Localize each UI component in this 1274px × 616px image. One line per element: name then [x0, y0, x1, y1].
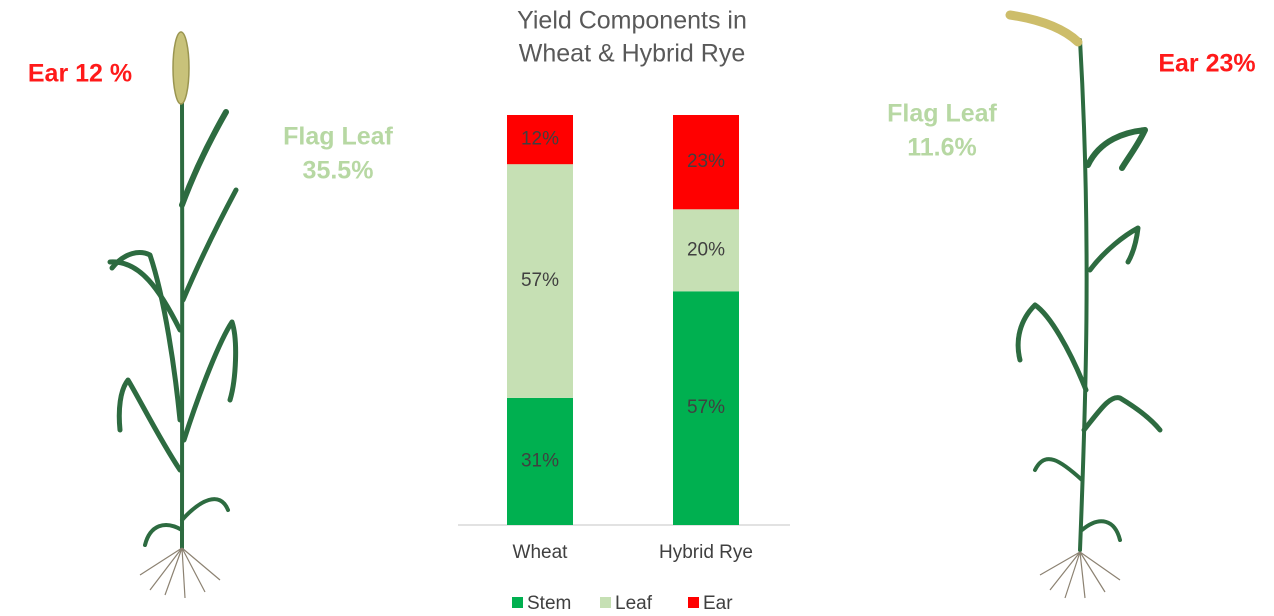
annotation: Flag Leaf	[887, 100, 997, 128]
annotation: Flag Leaf	[283, 123, 393, 151]
legend-label: Ear	[703, 593, 733, 614]
chart-title: Wheat & Hybrid Rye	[519, 40, 745, 68]
rye-plant-illustration	[1005, 10, 1163, 599]
data-label: 12%	[521, 129, 559, 150]
bar-segment	[507, 115, 573, 165]
annotation: 11.6%	[907, 134, 977, 162]
bar-segment	[507, 397, 573, 525]
bar-segment	[673, 115, 739, 210]
legend-label: Stem	[527, 593, 571, 614]
legend-swatch	[688, 597, 699, 608]
wheat-plant-illustration	[107, 31, 239, 599]
bar-segment	[673, 291, 739, 525]
x-tick-label: Hybrid Rye	[659, 542, 753, 563]
data-label: 23%	[687, 151, 725, 172]
legend-label: Leaf	[615, 593, 653, 614]
annotation: Ear 23%	[1158, 50, 1255, 78]
data-label: 31%	[521, 450, 559, 471]
annotation: 35.5%	[303, 157, 374, 185]
legend-swatch	[512, 597, 523, 608]
bar-segment	[507, 164, 573, 398]
legend-swatch	[600, 597, 611, 608]
bar-segment	[673, 209, 739, 292]
data-label: 57%	[687, 397, 725, 418]
x-tick-label: Wheat	[513, 542, 569, 563]
data-label: 20%	[687, 239, 725, 260]
chart-title: Yield Components in	[517, 7, 747, 35]
data-label: 57%	[521, 270, 559, 291]
annotation: Ear 12 %	[28, 60, 132, 88]
